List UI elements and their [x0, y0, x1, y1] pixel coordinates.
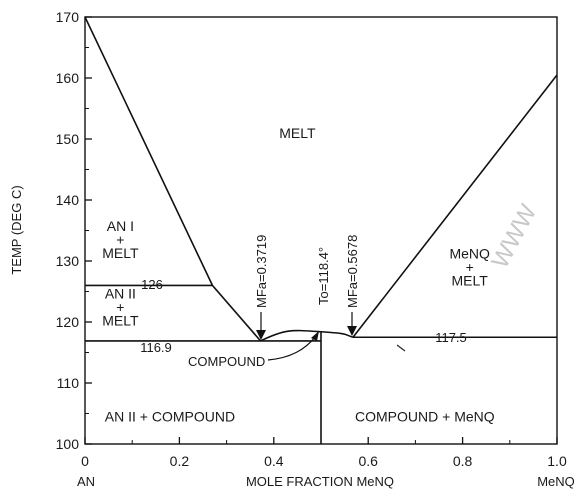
x-tick-label: 0: [81, 453, 89, 469]
annotation-mfa-0-3719: MFa=0.3719: [254, 235, 269, 308]
x-tick-label: 0.2: [170, 453, 190, 469]
stray-mark: [396, 344, 406, 352]
y-axis-label: TEMP (DEG C): [9, 185, 24, 274]
region-label-an1-melt: +: [116, 232, 124, 248]
arrowhead-mfa-0-3719: [256, 330, 266, 340]
x-axis: 0 0.2 0.4 0.6 0.8 1.0: [81, 437, 567, 469]
region-label-menq-melt: MeNQ: [449, 246, 490, 262]
x-end-label-right: MeNQ: [537, 474, 575, 489]
x-tick-label: 0.8: [453, 453, 473, 469]
y-tick-label: 110: [57, 375, 80, 391]
y-tick-label: 170: [56, 9, 80, 25]
phase-boundary-line: [260, 329, 354, 342]
x-tick-label: 0.6: [358, 453, 378, 469]
y-tick-label: 160: [56, 70, 80, 86]
region-label-compound-menq: COMPOUND + MeNQ: [355, 409, 495, 425]
arrowhead-mfa-0-5678: [347, 326, 357, 336]
y-tick-label: 150: [56, 131, 80, 147]
watermark: WWW: [486, 200, 542, 273]
region-label-menq-melt: MELT: [452, 273, 489, 289]
region-label-an2-melt: MELT: [102, 312, 139, 328]
annotation-compound: COMPOUND: [188, 354, 265, 369]
y-tick-label: 130: [56, 253, 80, 269]
x-tick-label: 0.4: [264, 453, 284, 469]
region-label-an1-melt: AN I: [107, 218, 134, 234]
arrowhead-compound: [311, 331, 319, 341]
region-label-an2-melt: AN II: [105, 285, 136, 301]
annotation-116-9: 116.9: [140, 340, 172, 355]
region-label-an2-compound: AN II + COMPOUND: [105, 409, 235, 425]
region-label-melt: MELT: [279, 125, 316, 141]
phase-boundary-line: [352, 74, 558, 338]
y-tick-label: 120: [56, 314, 80, 330]
annotation-to-118-4: To=118.4°: [316, 247, 331, 305]
x-tick-label: 1.0: [547, 453, 567, 469]
annotation-117-5: 117.5: [435, 330, 467, 345]
y-tick-label: 100: [56, 436, 80, 452]
y-tick-label: 140: [56, 192, 80, 208]
annotation-126: 126: [141, 277, 163, 292]
x-end-label-left: AN: [77, 474, 95, 489]
y-axis: 100 110 120 130 140 150 160 170: [56, 9, 92, 452]
region-label-an1-melt: MELT: [102, 245, 139, 261]
phase-boundaries: [84, 16, 558, 444]
x-axis-label: MOLE FRACTION MeNQ: [246, 474, 394, 489]
region-label-menq-melt: +: [466, 259, 474, 275]
arrow-compound: [267, 335, 317, 361]
annotation-mfa-0-5678: MFa=0.5678: [345, 235, 360, 308]
region-label-an2-melt: +: [116, 299, 124, 315]
